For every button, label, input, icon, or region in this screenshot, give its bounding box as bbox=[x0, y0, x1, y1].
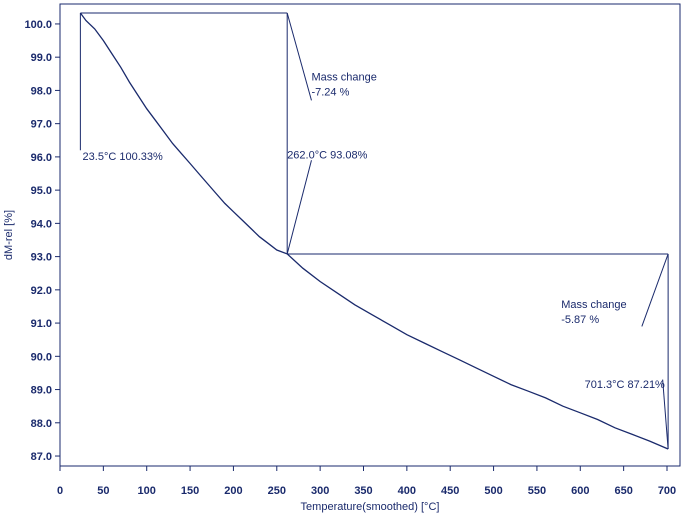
mid-point-leader bbox=[286, 160, 312, 255]
x-tick-label: 0 bbox=[57, 485, 63, 497]
y-axis-title: dM-rel [%] bbox=[3, 210, 15, 260]
x-axis-title: Temperature(smoothed) [°C] bbox=[301, 501, 440, 513]
plot-frame bbox=[59, 3, 681, 467]
x-tick-label: 450 bbox=[441, 485, 459, 497]
y-tick-label: 87.0 bbox=[31, 451, 52, 463]
x-tick-label: 300 bbox=[311, 485, 329, 497]
y-tick-label: 96.0 bbox=[31, 152, 52, 164]
x-tick-label: 150 bbox=[181, 485, 199, 497]
x-tick-label: 500 bbox=[484, 485, 502, 497]
x-tick-label: 550 bbox=[528, 485, 546, 497]
y-tick-label: 89.0 bbox=[31, 385, 52, 397]
y-tick-label: 98.0 bbox=[31, 85, 52, 97]
y-tick-label: 88.0 bbox=[31, 418, 52, 430]
x-tick-label: 700 bbox=[658, 485, 676, 497]
x-tick-label: 600 bbox=[571, 485, 589, 497]
y-axis-ticks: 87.0 88.0 89.0 90.0 91.0 92.0 93.0 94.0 95.0 96.0… bbox=[24, 19, 60, 463]
y-tick-label: 97.0 bbox=[31, 119, 52, 131]
x-tick-label: 350 bbox=[354, 485, 372, 497]
y-tick-label: 94.0 bbox=[31, 218, 52, 230]
y-tick-label: 95.0 bbox=[31, 185, 52, 197]
x-tick-label: 200 bbox=[224, 485, 242, 497]
mass-change-1-leader bbox=[286, 12, 312, 101]
x-axis-ticks: 0 50 100 150 200 250 300 350 400 450 500 550 600 650 7… bbox=[57, 466, 676, 497]
x-tick-label: 50 bbox=[97, 485, 109, 497]
annotations: 23.5°C 100.33% 262.0°C 93.08% 701.3°C 87.2… bbox=[83, 71, 666, 390]
y-tick-label: 90.0 bbox=[31, 351, 52, 363]
mass-change-2-label: Mass change bbox=[561, 299, 626, 311]
start-point-label: 23.5°C 100.33% bbox=[83, 151, 163, 163]
mass-change-2-leader bbox=[641, 253, 669, 327]
step-constructions bbox=[79, 12, 669, 450]
x-tick-label: 400 bbox=[398, 485, 416, 497]
y-tick-label: 100.0 bbox=[24, 19, 52, 31]
mid-point-label: 262.0°C 93.08% bbox=[287, 150, 367, 162]
y-tick-label: 93.0 bbox=[31, 252, 52, 264]
mass-change-1-label: -7.24 % bbox=[311, 86, 349, 98]
end-point-label: 701.3°C 87.21% bbox=[585, 379, 665, 391]
x-tick-label: 250 bbox=[268, 485, 286, 497]
y-tick-label: 92.0 bbox=[31, 285, 52, 297]
mass-change-2-label: -5.87 % bbox=[561, 314, 599, 326]
y-tick-label: 91.0 bbox=[31, 318, 52, 330]
mass-curve bbox=[79, 12, 669, 450]
y-tick-label: 99.0 bbox=[31, 52, 52, 64]
end-point-leader bbox=[662, 379, 669, 450]
x-tick-label: 650 bbox=[614, 485, 632, 497]
mass-change-1-label: Mass change bbox=[311, 71, 376, 83]
x-tick-label: 100 bbox=[138, 485, 156, 497]
